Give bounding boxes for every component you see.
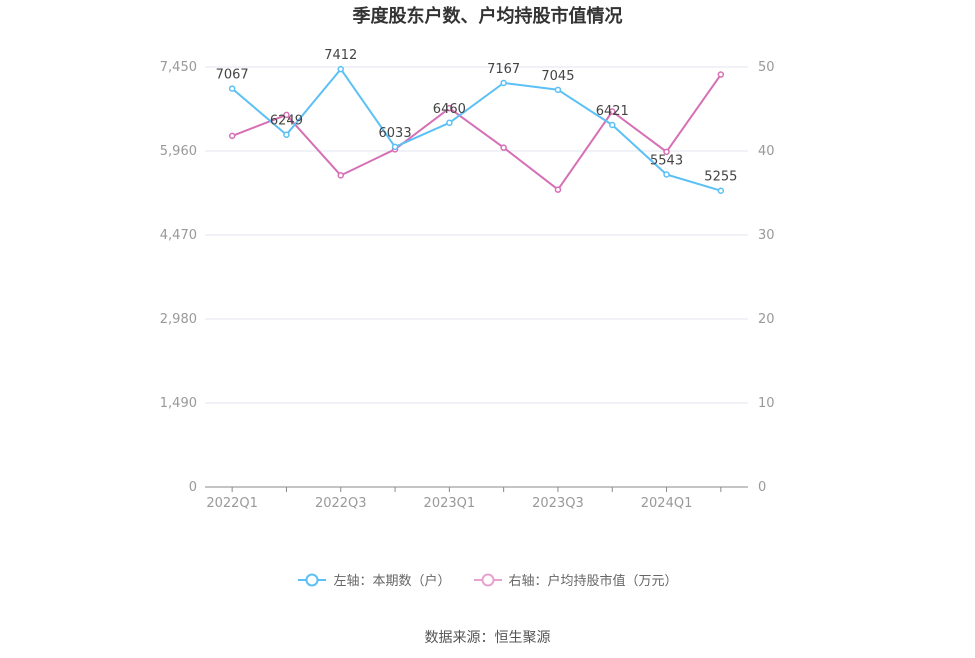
left-series-point <box>228 85 236 92</box>
left-series-data-label: 6421 <box>596 104 629 119</box>
right-series-point <box>609 108 616 115</box>
left-series-line <box>231 68 722 192</box>
right-series-point <box>337 172 344 179</box>
left-axis-tick-label: 4,470 <box>160 228 197 243</box>
left-series-data-label: 7045 <box>541 69 574 84</box>
legend-item-right-series[interactable]: 右轴：户均持股市值（万元） <box>473 570 678 589</box>
legend-label-left-series: 左轴：本期数（户） <box>333 574 451 589</box>
left-series-data-label: 5255 <box>704 170 737 185</box>
left-axis-tick-label: 7,450 <box>160 60 197 75</box>
left-series-point <box>283 131 290 138</box>
data-label-layer: 7067 6249 7412 6033 6460 7167 7045 6421 5543 5255 <box>216 48 738 185</box>
right-series-point <box>446 104 453 112</box>
series-layer <box>228 65 725 194</box>
right-axis-tick-label: 20 <box>758 312 775 327</box>
left-series-point <box>446 119 453 127</box>
x-axis-tick-label: 2022Q1 <box>206 496 258 511</box>
right-series-point <box>663 148 670 156</box>
right-axis-tick-label: 40 <box>758 144 775 159</box>
left-axis-tick-label: 1,490 <box>160 396 197 411</box>
right-series-point <box>554 186 562 193</box>
right-series-point <box>228 132 236 140</box>
left-series-point <box>391 143 399 151</box>
legend-marker-left-icon <box>298 573 327 586</box>
axis-layer: 0 0 1,490 10 2,980 20 4,470 30 5,960 40 7,450 50 202… <box>160 60 775 511</box>
left-series-point <box>500 79 507 87</box>
legend-marker-right-icon <box>473 573 502 586</box>
right-series-line <box>231 74 722 191</box>
left-series-data-label: 7067 <box>216 68 249 83</box>
left-series-point <box>663 171 670 178</box>
legend-item-left-series[interactable]: 左轴：本期数（户） <box>297 570 451 589</box>
chart-title: 季度股东户数、户均持股市值情况 <box>352 6 623 27</box>
right-axis-tick-label: 50 <box>758 60 775 75</box>
left-axis-tick-label: 0 <box>189 480 197 495</box>
left-series-point <box>337 65 344 73</box>
left-axis-tick-label: 2,980 <box>160 312 197 327</box>
left-series-data-label: 7167 <box>487 62 520 77</box>
left-series-point <box>554 86 562 94</box>
left-series-data-label: 6460 <box>433 102 466 117</box>
right-axis-tick-label: 0 <box>758 480 766 495</box>
left-series-data-label: 6033 <box>379 126 412 141</box>
right-series-point <box>717 71 725 78</box>
right-axis-tick-label: 10 <box>758 396 775 411</box>
left-axis-tick-label: 5,960 <box>160 144 197 159</box>
data-source: 数据来源：恒生聚源 <box>424 630 551 646</box>
x-axis-tick-label: 2023Q3 <box>532 496 584 511</box>
left-series-point <box>717 187 725 194</box>
left-series-point <box>609 121 616 129</box>
legend-label-right-series: 右轴：户均持股市值（万元） <box>508 574 678 589</box>
right-axis-tick-label: 30 <box>758 228 775 243</box>
left-series-data-label: 6249 <box>270 114 303 129</box>
grid-layer <box>205 66 748 404</box>
left-series-data-label: 5543 <box>650 154 683 169</box>
legend: 左轴：本期数（户） 右轴：户均持股市值（万元） <box>0 570 975 589</box>
x-axis-tick-label: 2022Q3 <box>315 496 367 511</box>
x-axis-tick-label: 2024Q1 <box>641 496 693 511</box>
right-series-point <box>283 111 290 119</box>
x-axis-tick-label: 2023Q1 <box>424 496 476 511</box>
left-series-data-label: 7412 <box>324 48 357 63</box>
right-series-point <box>500 144 507 151</box>
